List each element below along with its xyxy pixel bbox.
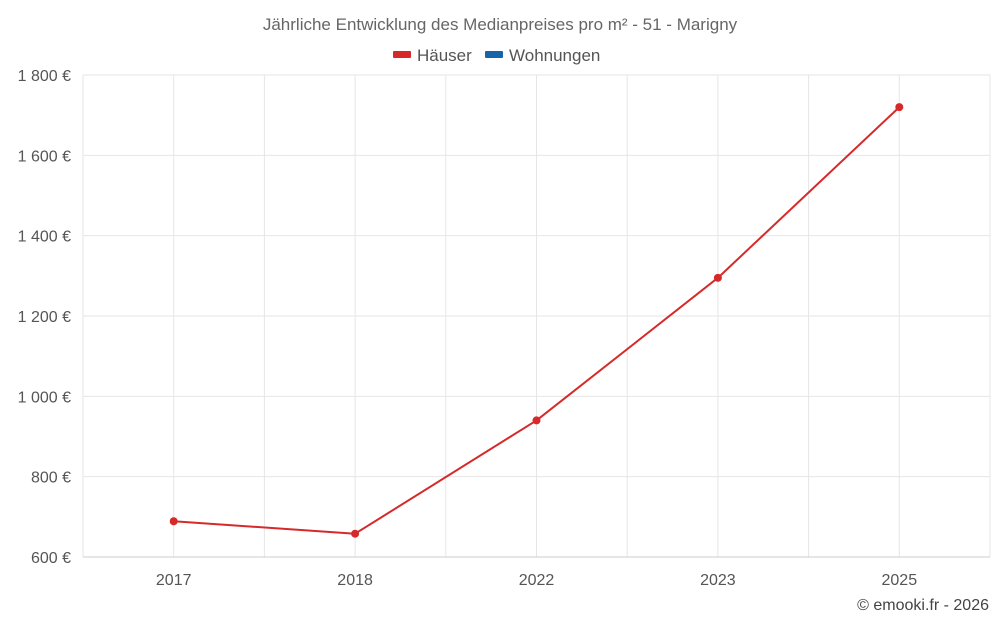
series-haeuser — [169, 103, 904, 538]
x-tick-label: 2022 — [519, 572, 555, 589]
y-tick-label: 1 200 € — [18, 309, 71, 326]
y-tick-label: 1 400 € — [18, 229, 71, 246]
legend-swatch-wohnungen — [485, 51, 503, 58]
data-point[interactable] — [169, 517, 178, 526]
y-tick-label: 1 600 € — [18, 148, 71, 165]
legend-swatch-haeuser — [393, 51, 411, 58]
chart-title: Jährliche Entwicklung des Medianpreises … — [263, 15, 738, 34]
data-point[interactable] — [532, 416, 541, 425]
legend-label-wohnungen: Wohnungen — [509, 46, 600, 65]
credit-text: © emooki.fr - 2026 — [857, 597, 989, 614]
legend-item-wohnungen[interactable]: Wohnungen — [485, 46, 600, 65]
x-tick-label: 2017 — [156, 572, 192, 589]
grid — [82, 74, 991, 557]
legend: Häuser Wohnungen — [393, 46, 600, 65]
y-tick-label: 1 800 € — [18, 68, 71, 85]
tick-labels: 600 € 800 € 1 000 € 1 200 € 1 400 € 1 600 € 1 … — [18, 68, 918, 589]
legend-item-haeuser[interactable]: Häuser — [393, 46, 472, 65]
data-point[interactable] — [713, 273, 722, 282]
legend-label-haeuser: Häuser — [417, 46, 472, 65]
y-tick-label: 800 € — [31, 470, 71, 487]
data-point[interactable] — [351, 529, 360, 538]
x-tick-label: 2018 — [337, 572, 373, 589]
x-tick-label: 2023 — [700, 572, 736, 589]
y-tick-label: 600 € — [31, 550, 71, 567]
data-point[interactable] — [895, 103, 904, 112]
x-tick-label: 2025 — [882, 572, 918, 589]
y-tick-label: 1 000 € — [18, 389, 71, 406]
